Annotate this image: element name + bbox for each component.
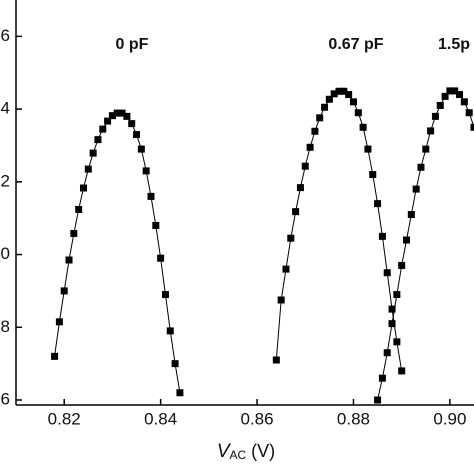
y-tick-label: 2	[1, 171, 10, 190]
marker	[393, 291, 401, 299]
marker	[113, 109, 121, 117]
marker	[99, 125, 107, 133]
marker	[330, 90, 338, 98]
marker	[171, 360, 179, 368]
marker	[128, 120, 136, 128]
marker	[296, 184, 304, 192]
marker	[55, 318, 63, 326]
marker	[340, 87, 348, 95]
marker	[166, 327, 174, 335]
marker	[287, 234, 295, 242]
marker	[292, 208, 300, 216]
marker	[393, 338, 401, 346]
marker	[460, 98, 468, 106]
marker	[70, 229, 78, 237]
marker	[75, 205, 83, 213]
x-axis-label: VAC (V)	[217, 441, 275, 462]
marker	[311, 127, 319, 135]
marker	[161, 291, 169, 299]
marker	[118, 109, 126, 117]
marker	[133, 131, 141, 139]
marker	[364, 145, 372, 153]
marker	[398, 367, 406, 375]
marker	[65, 256, 73, 264]
marker	[398, 261, 406, 269]
marker	[403, 236, 411, 244]
y-tick-label: 0	[1, 244, 10, 263]
y-tick-label: 4	[1, 99, 10, 118]
marker	[306, 143, 314, 151]
marker	[422, 145, 430, 153]
series-line	[275, 90, 403, 371]
y-tick-label: 6	[1, 26, 10, 45]
marker	[359, 123, 367, 131]
x-label-unit: (V)	[251, 441, 275, 461]
x-tick-label: 0.88	[337, 409, 370, 428]
marker	[277, 296, 285, 304]
marker	[147, 192, 155, 200]
marker	[157, 254, 165, 262]
marker	[84, 165, 92, 173]
marker	[60, 287, 68, 295]
marker	[325, 95, 333, 103]
x-tick-label: 0.84	[144, 409, 177, 428]
marker	[176, 389, 184, 397]
marker	[282, 265, 290, 273]
marker	[446, 87, 454, 95]
marker	[335, 87, 343, 95]
marker	[378, 232, 386, 240]
marker	[301, 162, 309, 170]
annotation: 0.67 pF	[328, 36, 383, 53]
marker	[51, 352, 59, 360]
marker	[354, 109, 362, 117]
x-label-main: V	[217, 441, 232, 462]
marker	[412, 185, 420, 193]
series-line	[377, 90, 474, 401]
marker	[427, 127, 435, 135]
annotation: 0 pF	[116, 36, 149, 53]
marker	[417, 163, 425, 171]
x-tick-label: 0.90	[433, 409, 466, 428]
marker	[465, 109, 473, 117]
marker	[94, 136, 102, 144]
series-line	[54, 112, 181, 393]
marker	[456, 91, 464, 99]
marker	[349, 98, 357, 106]
marker	[470, 123, 474, 131]
marker	[388, 305, 396, 313]
x-label-sub: AC	[230, 448, 247, 462]
marker	[388, 320, 396, 328]
marker	[383, 269, 391, 277]
marker	[369, 171, 377, 179]
marker	[378, 374, 386, 382]
marker	[451, 87, 459, 95]
marker	[142, 167, 150, 175]
marker	[108, 112, 116, 120]
marker	[104, 117, 112, 125]
marker	[441, 92, 449, 100]
marker	[374, 200, 382, 208]
marker	[272, 356, 280, 364]
annotation: 1.5p	[438, 36, 470, 53]
marker	[436, 101, 444, 109]
marker	[345, 91, 353, 99]
x-tick-label: 0.82	[48, 409, 81, 428]
marker	[89, 149, 97, 157]
marker	[316, 114, 324, 122]
marker	[79, 184, 87, 192]
marker	[321, 103, 329, 111]
y-tick-label: 6	[1, 389, 10, 408]
marker	[152, 221, 160, 229]
x-tick-label: 0.86	[241, 409, 274, 428]
marker	[137, 145, 145, 153]
y-tick-label: 8	[1, 317, 10, 336]
marker	[374, 396, 382, 404]
marker	[407, 211, 415, 219]
marker	[431, 112, 439, 120]
marker	[123, 112, 131, 120]
marker	[383, 349, 391, 357]
